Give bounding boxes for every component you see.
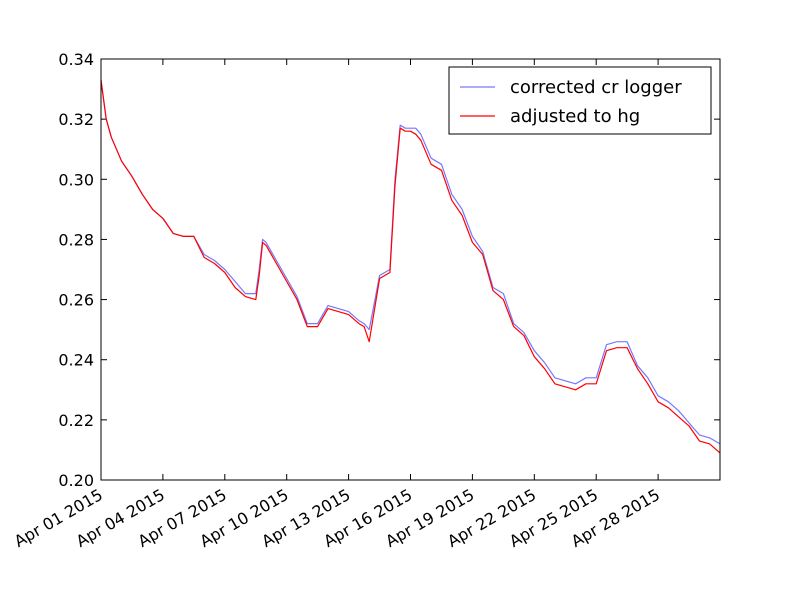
y-tick-label: 0.28: [58, 230, 94, 249]
y-tick-label: 0.24: [58, 351, 94, 370]
y-axis-ticks: 0.20 0.22 0.24 0.26 0.28 0.30 0.32 0.34: [58, 50, 720, 490]
y-tick-label: 0.22: [58, 411, 94, 430]
legend: corrected cr logger adjusted to hg: [448, 66, 712, 135]
series-line-adjusted-to-hg: [100, 80, 721, 454]
y-tick-label: 0.20: [58, 471, 94, 490]
plot-frame: [100, 58, 721, 481]
y-tick-label: 0.32: [58, 110, 94, 129]
legend-box: [448, 66, 712, 135]
y-tick-label: 0.34: [58, 50, 94, 69]
legend-label-adjusted-to-hg: adjusted to hg: [510, 106, 640, 127]
series-lines: [100, 80, 721, 454]
legend-label-corrected-cr-logger: corrected cr logger: [510, 77, 682, 98]
y-tick-label: 0.26: [58, 291, 94, 310]
y-tick-label: 0.30: [58, 170, 94, 189]
